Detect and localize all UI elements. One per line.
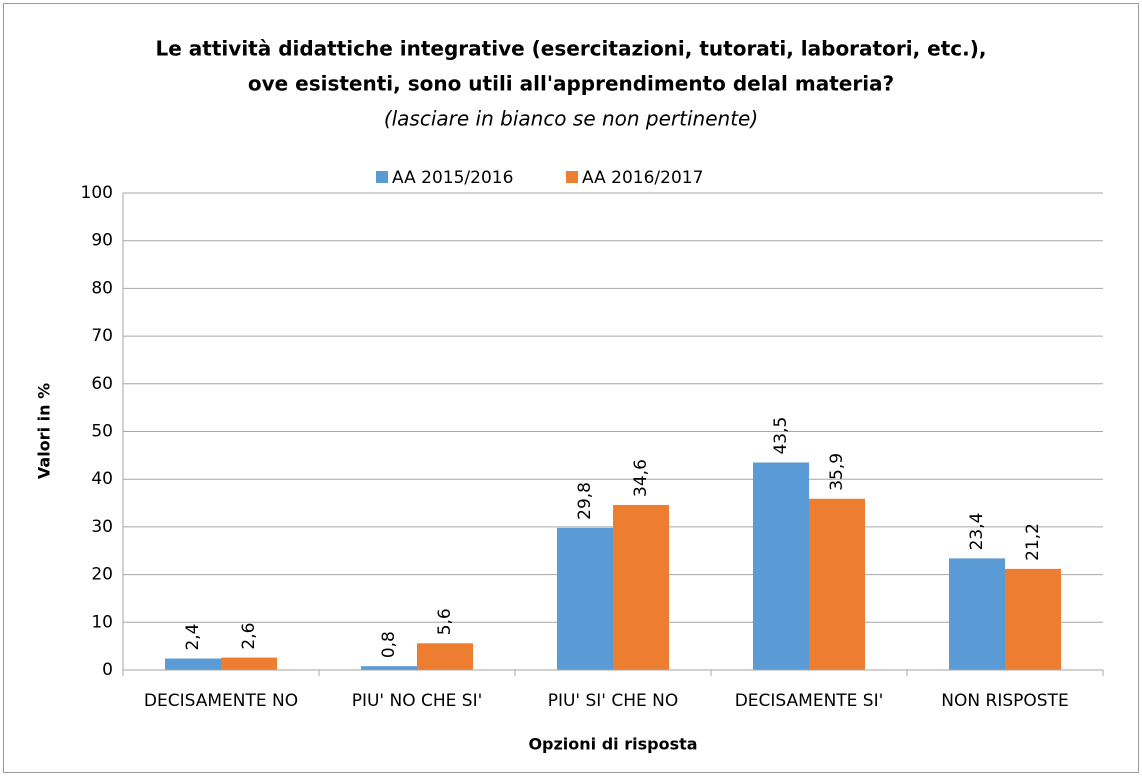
- y-tick-label: 50: [91, 422, 113, 442]
- bar: [809, 498, 865, 670]
- y-tick-label: 100: [81, 183, 113, 203]
- chart-title: ove esistenti, sono utili all'apprendime…: [248, 72, 894, 96]
- bar: [1005, 568, 1061, 670]
- x-tick-label: DECISAMENTE NO: [144, 691, 298, 711]
- y-tick-label: 60: [91, 374, 113, 394]
- y-axis-label: Valori in %: [35, 383, 54, 479]
- bar: [361, 666, 417, 670]
- y-tick-label: 90: [91, 231, 113, 251]
- x-axis-label: Opzioni di risposta: [528, 735, 697, 754]
- bar: [221, 657, 277, 670]
- value-label: 21,2: [1023, 523, 1043, 561]
- x-tick-label: DECISAMENTE SI': [735, 691, 884, 711]
- x-tick-label: PIU' SI' CHE NO: [548, 691, 679, 711]
- bar: [165, 658, 221, 670]
- value-label: 34,6: [631, 459, 651, 497]
- bar: [753, 462, 809, 670]
- x-tick-label: NON RISPOSTE: [941, 691, 1068, 711]
- y-tick-label: 70: [91, 326, 113, 346]
- value-label: 5,6: [435, 608, 455, 635]
- value-label: 43,5: [771, 417, 791, 455]
- value-label: 2,4: [183, 624, 203, 651]
- value-label: 35,9: [827, 453, 847, 491]
- value-label: 29,8: [575, 482, 595, 520]
- y-tick-label: 10: [91, 612, 113, 632]
- legend-label: AA 2015/2016: [392, 168, 513, 188]
- bar: [417, 643, 473, 670]
- legend-label: AA 2016/2017: [582, 168, 703, 188]
- value-label: 23,4: [967, 513, 987, 551]
- x-tick-label: PIU' NO CHE SI': [352, 691, 483, 711]
- value-label: 0,8: [379, 631, 399, 658]
- chart-title: Le attività didattiche integrative (eser…: [156, 37, 987, 61]
- y-tick-label: 30: [91, 517, 113, 537]
- y-tick-label: 80: [91, 278, 113, 298]
- bar: [613, 504, 669, 670]
- bar: [557, 527, 613, 670]
- y-tick-label: 0: [102, 660, 113, 680]
- chart-subtitle: (lasciare in bianco se non pertinente): [384, 107, 758, 131]
- y-tick-label: 40: [91, 469, 113, 489]
- bar: [949, 558, 1005, 670]
- value-label: 2,6: [239, 623, 259, 650]
- legend-swatch: [376, 171, 388, 183]
- legend-swatch: [566, 171, 578, 183]
- y-tick-label: 20: [91, 565, 113, 585]
